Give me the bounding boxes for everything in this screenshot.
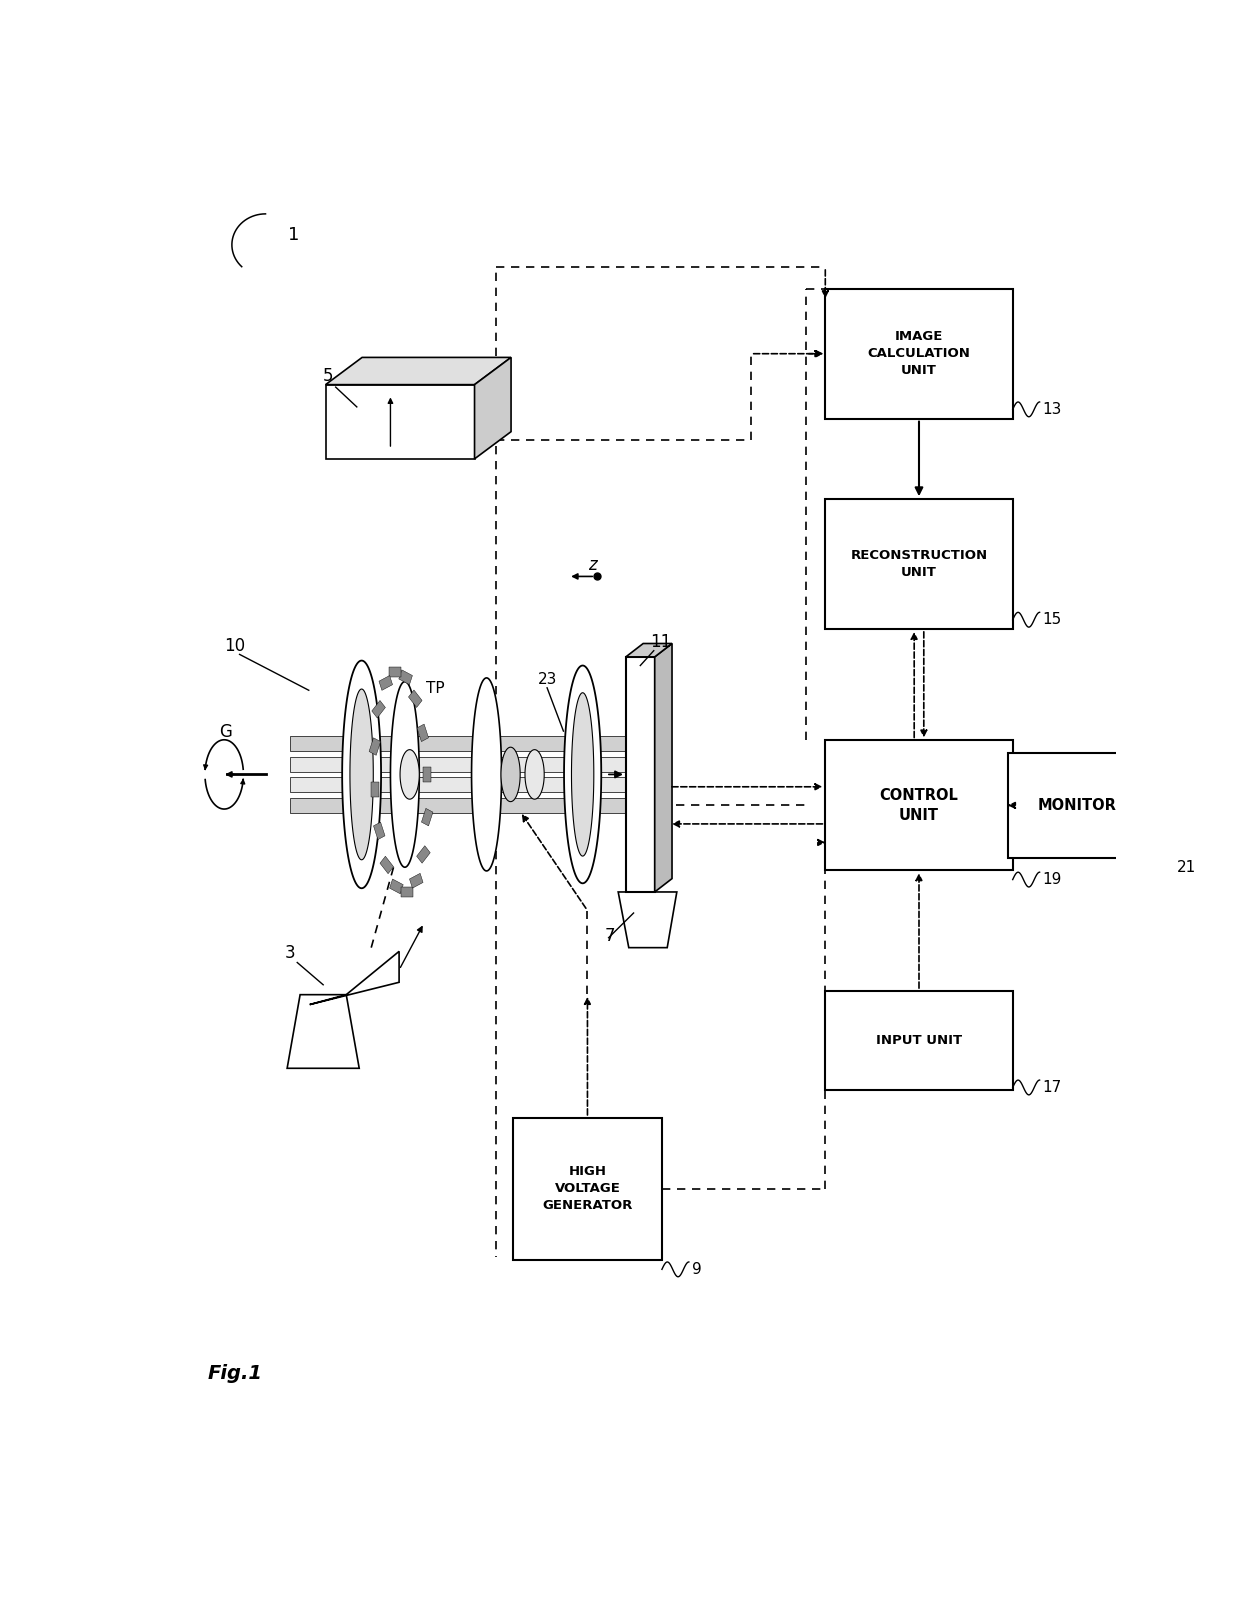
Text: MONITOR: MONITOR bbox=[1038, 797, 1117, 813]
Bar bbox=[513, 1118, 662, 1260]
Bar bbox=[290, 757, 631, 771]
Bar bbox=[379, 857, 393, 874]
Text: 10: 10 bbox=[224, 636, 246, 654]
Bar bbox=[417, 725, 429, 741]
Polygon shape bbox=[391, 681, 419, 868]
Text: 9: 9 bbox=[692, 1261, 702, 1278]
Bar bbox=[290, 776, 631, 792]
Text: 17: 17 bbox=[1043, 1080, 1061, 1094]
Text: 7: 7 bbox=[605, 927, 615, 945]
Bar bbox=[401, 887, 413, 897]
Text: 13: 13 bbox=[1043, 402, 1061, 416]
Polygon shape bbox=[655, 643, 672, 892]
Bar bbox=[826, 741, 1013, 871]
Bar bbox=[389, 667, 401, 677]
Text: CONTROL
UNIT: CONTROL UNIT bbox=[879, 787, 959, 823]
Bar bbox=[373, 823, 384, 839]
Text: 23: 23 bbox=[537, 672, 557, 688]
Text: 11: 11 bbox=[650, 633, 671, 651]
Polygon shape bbox=[471, 678, 501, 871]
Bar bbox=[389, 879, 403, 893]
Polygon shape bbox=[342, 660, 381, 889]
Text: 15: 15 bbox=[1043, 612, 1061, 627]
Text: RECONSTRUCTION
UNIT: RECONSTRUCTION UNIT bbox=[851, 550, 987, 579]
Bar bbox=[290, 736, 631, 750]
Bar bbox=[379, 675, 393, 691]
Bar bbox=[399, 670, 413, 685]
Polygon shape bbox=[350, 689, 373, 860]
Bar bbox=[417, 845, 430, 863]
Polygon shape bbox=[501, 747, 521, 802]
Polygon shape bbox=[475, 357, 511, 460]
Text: z: z bbox=[589, 556, 598, 574]
Bar bbox=[290, 799, 631, 813]
Polygon shape bbox=[310, 951, 399, 1004]
Text: 19: 19 bbox=[1043, 873, 1061, 887]
Text: TP: TP bbox=[427, 681, 445, 696]
Polygon shape bbox=[626, 657, 655, 892]
Text: 5: 5 bbox=[324, 366, 334, 386]
Polygon shape bbox=[288, 995, 360, 1069]
Polygon shape bbox=[326, 357, 511, 384]
Bar bbox=[826, 992, 1013, 1090]
Text: Fig.1: Fig.1 bbox=[208, 1364, 263, 1384]
Text: IMAGE
CALCULATION
UNIT: IMAGE CALCULATION UNIT bbox=[868, 329, 971, 378]
Text: 3: 3 bbox=[285, 943, 295, 961]
Bar bbox=[1008, 752, 1147, 858]
Bar bbox=[422, 808, 433, 826]
Text: 21: 21 bbox=[1177, 860, 1197, 874]
Polygon shape bbox=[572, 693, 594, 857]
Bar bbox=[372, 701, 386, 718]
Polygon shape bbox=[564, 665, 601, 884]
Polygon shape bbox=[326, 384, 475, 460]
Polygon shape bbox=[401, 750, 419, 799]
Bar bbox=[826, 500, 1013, 628]
Text: 1: 1 bbox=[288, 227, 299, 244]
Bar bbox=[409, 873, 423, 889]
Polygon shape bbox=[626, 643, 672, 657]
Bar bbox=[826, 289, 1013, 419]
Bar bbox=[370, 738, 381, 755]
Text: INPUT UNIT: INPUT UNIT bbox=[875, 1033, 962, 1046]
Bar bbox=[371, 783, 379, 797]
Text: HIGH
VOLTAGE
GENERATOR: HIGH VOLTAGE GENERATOR bbox=[542, 1165, 632, 1212]
Bar bbox=[408, 689, 422, 707]
Bar bbox=[423, 767, 430, 783]
Text: G: G bbox=[219, 723, 232, 741]
Polygon shape bbox=[525, 750, 544, 799]
Polygon shape bbox=[619, 892, 677, 948]
